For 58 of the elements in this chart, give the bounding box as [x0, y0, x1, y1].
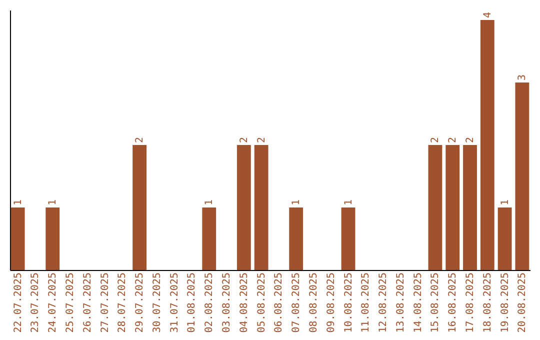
bar: [446, 145, 460, 270]
bar: [132, 145, 147, 270]
data-label: 1: [48, 199, 59, 206]
data-label: 2: [465, 136, 476, 143]
data-label: 1: [204, 199, 216, 206]
bar: [498, 208, 512, 270]
data-label: 2: [448, 136, 459, 143]
data-label: 4: [482, 12, 494, 18]
x-tick-label: 14.08.2025: [412, 272, 424, 333]
x-tick-label: 06.08.2025: [274, 272, 285, 333]
bar: [341, 208, 356, 270]
bar: [289, 208, 304, 270]
data-label: 1: [12, 199, 24, 206]
x-tick-label: 09.08.2025: [326, 272, 337, 333]
x-tick-label: 12.08.2025: [378, 272, 390, 333]
x-tick-label: 03.08.2025: [222, 272, 233, 333]
x-tick-label: 31.07.2025: [169, 272, 180, 333]
data-label: 2: [134, 136, 146, 143]
data-label: 1: [500, 199, 511, 206]
bar: [463, 145, 477, 270]
bar: [480, 20, 494, 270]
x-tick-label: 05.08.2025: [256, 272, 268, 333]
x-tick-label: 26.07.2025: [82, 272, 94, 333]
bar: [515, 82, 530, 270]
bar: [202, 208, 216, 270]
x-tick-label: 16.08.2025: [448, 272, 459, 333]
bar: [10, 208, 25, 270]
x-tick-label: 24.07.2025: [48, 272, 59, 333]
x-tick-label: 27.07.2025: [100, 272, 111, 333]
data-label: 2: [256, 136, 268, 143]
x-tick-label: 23.07.2025: [30, 272, 42, 333]
x-tick-label: 28.07.2025: [117, 272, 128, 333]
x-tick-label: 30.07.2025: [152, 272, 163, 333]
bar: [46, 208, 60, 270]
x-tick-label: 13.08.2025: [395, 272, 406, 333]
x-tick-label: 10.08.2025: [343, 272, 354, 333]
bar: [236, 145, 251, 270]
x-tick-label: 07.08.2025: [291, 272, 302, 333]
data-label: 3: [517, 74, 528, 80]
x-tick-label: 25.07.2025: [65, 272, 76, 333]
data-label: 2: [430, 136, 442, 143]
x-tick-label: 19.08.2025: [500, 272, 511, 333]
x-tick-label: 01.08.2025: [186, 272, 198, 333]
x-tick-label: 18.08.2025: [482, 272, 494, 333]
data-label: 1: [291, 199, 302, 206]
data-label: 2: [238, 136, 250, 143]
bar: [428, 145, 442, 270]
x-tick-label: 08.08.2025: [308, 272, 320, 333]
x-tick-label: 17.08.2025: [465, 272, 476, 333]
x-tick-label: 20.08.2025: [517, 272, 528, 333]
x-tick-label: 11.08.2025: [360, 272, 372, 333]
bar: [254, 145, 268, 270]
data-label: 1: [343, 199, 354, 206]
x-tick-label: 15.08.2025: [430, 272, 442, 333]
x-tick-label: 04.08.2025: [238, 272, 250, 333]
x-tick-label: 02.08.2025: [204, 272, 216, 333]
x-tick-label: 22.07.2025: [12, 272, 24, 333]
x-tick-label: 29.07.2025: [134, 272, 146, 333]
